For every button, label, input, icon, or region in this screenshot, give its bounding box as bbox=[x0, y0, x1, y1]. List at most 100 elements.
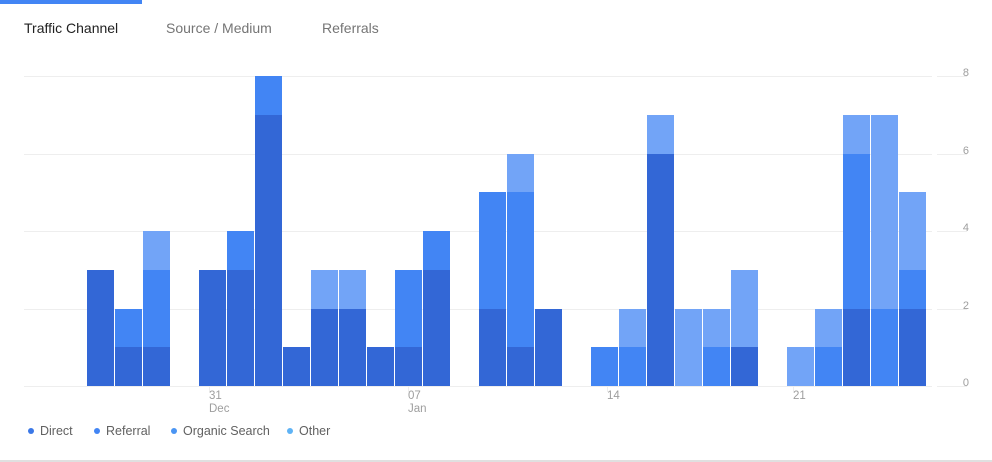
bar-jan-03[interactable] bbox=[283, 347, 310, 386]
legend-item-organic-search[interactable]: Organic Search bbox=[171, 424, 270, 438]
legend-label: Organic Search bbox=[183, 424, 270, 438]
bar-jan-15[interactable] bbox=[619, 308, 646, 386]
bar-segment-direct[interactable] bbox=[367, 347, 394, 386]
bar-jan-19[interactable] bbox=[731, 269, 758, 386]
bar-segment-organic-search[interactable] bbox=[675, 308, 702, 386]
bar-jan-18[interactable] bbox=[703, 308, 730, 386]
bar-segment-direct[interactable] bbox=[535, 308, 562, 386]
gridline bbox=[24, 231, 932, 232]
bar-segment-organic-search[interactable] bbox=[871, 114, 898, 309]
bar-segment-referral[interactable] bbox=[227, 231, 254, 270]
bar-segment-direct[interactable] bbox=[843, 308, 870, 386]
bar-segment-direct[interactable] bbox=[227, 269, 254, 386]
bar-segment-organic-search[interactable] bbox=[787, 347, 814, 386]
legend-item-direct[interactable]: Direct bbox=[28, 424, 73, 438]
bar-segment-organic-search[interactable] bbox=[843, 114, 870, 154]
bar-segment-direct[interactable] bbox=[899, 308, 926, 386]
bar-segment-organic-search[interactable] bbox=[339, 269, 366, 309]
bar-segment-organic-search[interactable] bbox=[731, 269, 758, 348]
bar-segment-organic-search[interactable] bbox=[703, 308, 730, 348]
gridline bbox=[24, 309, 932, 310]
bar-segment-direct[interactable] bbox=[143, 347, 170, 386]
tab-traffic-channel[interactable]: Traffic Channel bbox=[24, 20, 119, 36]
bar-jan-24[interactable] bbox=[871, 114, 898, 386]
bar-segment-referral[interactable] bbox=[899, 269, 926, 309]
bar-segment-referral[interactable] bbox=[591, 347, 618, 386]
bar-segment-direct[interactable] bbox=[479, 308, 506, 386]
bar-jan-04[interactable] bbox=[311, 269, 338, 386]
bar-dec-29[interactable] bbox=[143, 231, 170, 386]
bar-segment-organic-search[interactable] bbox=[815, 308, 842, 348]
x-tick-month: Dec bbox=[209, 403, 230, 415]
bar-jan-22[interactable] bbox=[815, 308, 842, 386]
bar-jan-01[interactable] bbox=[227, 231, 254, 386]
bar-jan-21[interactable] bbox=[787, 347, 814, 386]
bar-segment-direct[interactable] bbox=[255, 114, 282, 386]
bar-jan-06[interactable] bbox=[367, 347, 394, 386]
bar-segment-direct[interactable] bbox=[199, 269, 226, 386]
legend-dot-icon bbox=[171, 427, 177, 434]
bar-segment-direct[interactable] bbox=[311, 308, 338, 386]
bar-segment-direct[interactable] bbox=[731, 347, 758, 386]
bar-jan-14[interactable] bbox=[591, 347, 618, 386]
gridline bbox=[24, 76, 932, 77]
legend-label: Referral bbox=[106, 424, 151, 438]
x-tick-mark bbox=[209, 386, 210, 392]
bar-segment-organic-search[interactable] bbox=[507, 153, 534, 193]
bar-segment-referral[interactable] bbox=[143, 269, 170, 348]
bar-jan-10[interactable] bbox=[479, 192, 506, 386]
bar-segment-referral[interactable] bbox=[871, 308, 898, 386]
bar-dec-28[interactable] bbox=[115, 308, 142, 386]
bar-segment-organic-search[interactable] bbox=[647, 114, 674, 154]
bar-segment-referral[interactable] bbox=[479, 192, 506, 309]
y-tick-label: 4 bbox=[962, 222, 969, 234]
bar-segment-direct[interactable] bbox=[283, 347, 310, 386]
bar-jan-08[interactable] bbox=[423, 231, 450, 386]
legend-item-other[interactable]: Other bbox=[287, 424, 330, 438]
bar-segment-referral[interactable] bbox=[395, 269, 422, 348]
bar-segment-direct[interactable] bbox=[423, 269, 450, 386]
bar-segment-organic-search[interactable] bbox=[143, 231, 170, 270]
x-tick-label: 07 Jan bbox=[408, 390, 427, 416]
bar-segment-direct[interactable] bbox=[339, 308, 366, 386]
bar-segment-organic-search[interactable] bbox=[619, 308, 646, 348]
y-tick-label: 8 bbox=[962, 67, 969, 79]
bar-dec-31[interactable] bbox=[199, 269, 226, 386]
bar-segment-organic-search[interactable] bbox=[311, 269, 338, 309]
legend-dot-icon bbox=[28, 427, 34, 434]
active-tab-indicator bbox=[0, 0, 142, 4]
bar-segment-referral[interactable] bbox=[619, 347, 646, 386]
bar-segment-referral[interactable] bbox=[843, 153, 870, 309]
tab-referrals[interactable]: Referrals bbox=[322, 20, 379, 36]
bar-segment-referral[interactable] bbox=[815, 347, 842, 386]
bar-segment-direct[interactable] bbox=[395, 347, 422, 386]
bar-jan-25[interactable] bbox=[899, 192, 926, 386]
bar-segment-referral[interactable] bbox=[423, 231, 450, 270]
bar-segment-direct[interactable] bbox=[115, 347, 142, 386]
y-tick-label: 6 bbox=[962, 145, 969, 157]
bar-jan-23[interactable] bbox=[843, 114, 870, 386]
gridline bbox=[937, 154, 967, 155]
bar-segment-organic-search[interactable] bbox=[899, 192, 926, 270]
bar-jan-16[interactable] bbox=[647, 114, 674, 386]
bar-jan-12[interactable] bbox=[535, 308, 562, 386]
bar-segment-referral[interactable] bbox=[507, 192, 534, 348]
bar-segment-referral[interactable] bbox=[115, 308, 142, 348]
bar-segment-referral[interactable] bbox=[255, 76, 282, 115]
bar-segment-direct[interactable] bbox=[507, 347, 534, 386]
bar-segment-direct[interactable] bbox=[87, 269, 114, 386]
gridline bbox=[937, 386, 967, 387]
bar-jan-11[interactable] bbox=[507, 153, 534, 386]
x-tick-day: 21 bbox=[793, 390, 806, 402]
tab-source-medium[interactable]: Source / Medium bbox=[166, 20, 272, 36]
bar-jan-02[interactable] bbox=[255, 76, 282, 386]
bar-dec-27[interactable] bbox=[87, 269, 114, 386]
legend-item-referral[interactable]: Referral bbox=[94, 424, 150, 438]
bar-jan-17[interactable] bbox=[675, 308, 702, 386]
bar-jan-07[interactable] bbox=[395, 269, 422, 386]
bar-segment-direct[interactable] bbox=[647, 153, 674, 386]
bar-segment-referral[interactable] bbox=[703, 347, 730, 386]
bar-jan-05[interactable] bbox=[339, 269, 366, 386]
legend-label: Direct bbox=[40, 424, 73, 438]
x-tick-mark bbox=[793, 386, 794, 392]
